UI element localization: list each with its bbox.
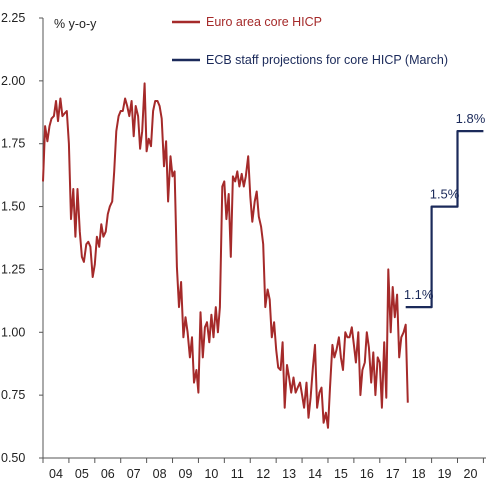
x-tick-label: 18 [412, 467, 426, 481]
y-tick-label: 1.00 [1, 325, 25, 339]
y-tick-label: 1.75 [1, 137, 25, 151]
y-tick-label: 2.00 [1, 74, 25, 88]
x-tick-label: 06 [101, 467, 115, 481]
chart-axes [42, 18, 486, 459]
x-tick-label: 11 [231, 467, 244, 481]
x-tick-label: 20 [464, 467, 478, 481]
legend-label: ECB staff projections for core HICP (Mar… [206, 53, 448, 67]
x-tick-label: 19 [438, 467, 452, 481]
x-tick-label: 04 [49, 467, 63, 481]
x-tick-label: 08 [153, 467, 167, 481]
data-labels: 1.1% 1.5% 1.8% [404, 111, 486, 302]
x-tick-label: 09 [179, 467, 193, 481]
core-hicp-line [42, 82, 409, 429]
projection-data-label: 1.8% [456, 111, 486, 126]
legend-label: Euro area core HICP [206, 15, 322, 29]
x-tick-label: 17 [386, 467, 400, 481]
x-tick-label: 13 [282, 467, 296, 481]
projection-data-label: 1.5% [430, 187, 460, 202]
y-tick-label: 2.25 [1, 11, 25, 25]
y-tick-label: 1.25 [1, 262, 25, 276]
x-tick-label: 10 [204, 467, 218, 481]
legend: Euro area core HICP ECB staff projections… [172, 15, 448, 67]
y-tick-label: 0.50 [1, 451, 25, 465]
x-tick-label: 05 [75, 467, 89, 481]
x-axis-ticks: 04 05 06 07 08 09 10 11 12 13 14 15 16 17 18 19 20 [42, 458, 484, 481]
ecb-projection-line [405, 130, 484, 309]
x-tick-label: 15 [334, 467, 348, 481]
x-tick-label: 14 [308, 467, 322, 481]
y-tick-label: 1.50 [1, 200, 25, 214]
y-tick-label: 0.75 [1, 388, 25, 402]
y-axis-unit-label: % y-o-y [54, 17, 97, 31]
x-tick-label: 12 [256, 467, 270, 481]
chart-series [42, 82, 484, 429]
x-tick-label: 07 [127, 467, 141, 481]
x-tick-label: 16 [360, 467, 374, 481]
projection-data-label: 1.1% [404, 287, 434, 302]
y-axis-ticks: 2.25 2.00 1.75 1.50 1.25 1.00 0.75 0.50 [1, 11, 43, 465]
